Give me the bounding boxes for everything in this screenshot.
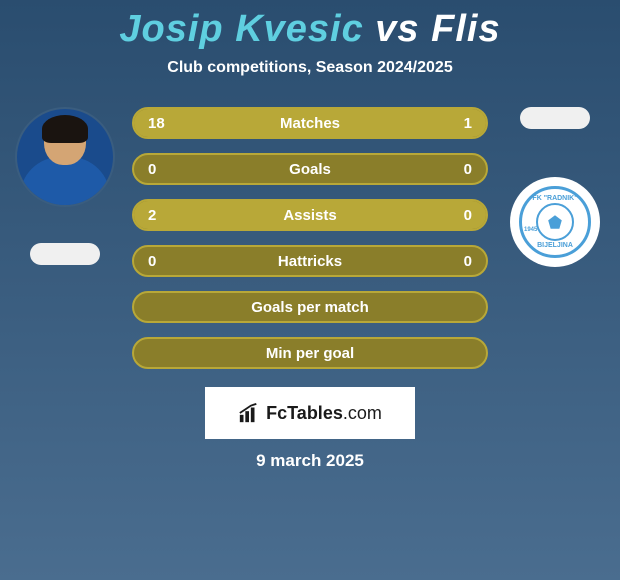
brand-tld: .com [343, 403, 382, 423]
stat-row: Goals per match [132, 291, 488, 323]
brand-name: FcTables [266, 403, 343, 423]
date-text: 9 march 2025 [10, 451, 610, 471]
player1-name: Josip Kvesic [119, 8, 363, 50]
stat-row: 2 Assists 0 [132, 199, 488, 231]
stat-label: Min per goal [266, 345, 354, 362]
player2-name: Flis [431, 8, 500, 50]
player1-flag [30, 243, 100, 265]
stat-label: Goals [289, 161, 331, 178]
stat-row: Min per goal [132, 337, 488, 369]
player1-avatar [15, 107, 115, 207]
stat-value-right: 0 [464, 207, 472, 224]
stat-value-right: 1 [464, 115, 472, 132]
player1-side [10, 107, 120, 265]
comparison-title: Josip Kvesic vs Flis [10, 8, 610, 51]
stat-label: Assists [283, 207, 336, 224]
stat-value-left: 18 [148, 115, 165, 132]
stat-value-left: 2 [148, 207, 156, 224]
soccer-ball-icon [536, 203, 574, 241]
stat-label: Matches [280, 115, 340, 132]
stat-value-left: 0 [148, 253, 156, 270]
stat-value-right: 0 [464, 253, 472, 270]
stats-column: 18 Matches 1 0 Goals 0 2 Assists 0 0 Hattricks 0 Goa… [132, 107, 488, 369]
vs-text: vs [375, 8, 419, 50]
player2-club-badge: FK "RADNIK" 1945 BIJELJINA [510, 177, 600, 267]
badge-left-text: 1945 [524, 227, 537, 233]
stat-row: 0 Hattricks 0 [132, 245, 488, 277]
player2-side: FK "RADNIK" 1945 BIJELJINA [500, 107, 610, 267]
brand-box: FcTables.com [205, 387, 415, 439]
stat-value-right: 0 [464, 161, 472, 178]
brand-text: FcTables.com [266, 403, 382, 424]
stat-row: 18 Matches 1 [132, 107, 488, 139]
subtitle: Club competitions, Season 2024/2025 [10, 59, 610, 77]
stat-label: Hattricks [278, 253, 342, 270]
stat-row: 0 Goals 0 [132, 153, 488, 185]
comparison-body: 18 Matches 1 0 Goals 0 2 Assists 0 0 Hattricks 0 Goa… [10, 107, 610, 369]
stat-label: Goals per match [251, 299, 369, 316]
brand-chart-icon [238, 402, 260, 424]
stat-value-left: 0 [148, 161, 156, 178]
badge-bottom-text: BIJELJINA [537, 242, 573, 249]
player2-flag [520, 107, 590, 129]
badge-top-text: FK "RADNIK" [532, 195, 577, 202]
